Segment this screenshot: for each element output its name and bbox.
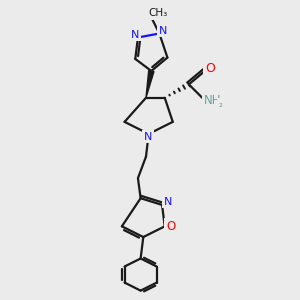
Text: O: O: [205, 62, 215, 75]
Text: N: N: [144, 132, 152, 142]
Text: N: N: [164, 197, 172, 207]
Text: CH₃: CH₃: [148, 8, 168, 18]
Text: NH: NH: [204, 94, 221, 107]
Text: N: N: [158, 26, 167, 36]
Text: ₂: ₂: [219, 100, 223, 110]
Text: N: N: [130, 30, 139, 40]
Polygon shape: [146, 70, 154, 98]
Text: O: O: [166, 220, 175, 233]
